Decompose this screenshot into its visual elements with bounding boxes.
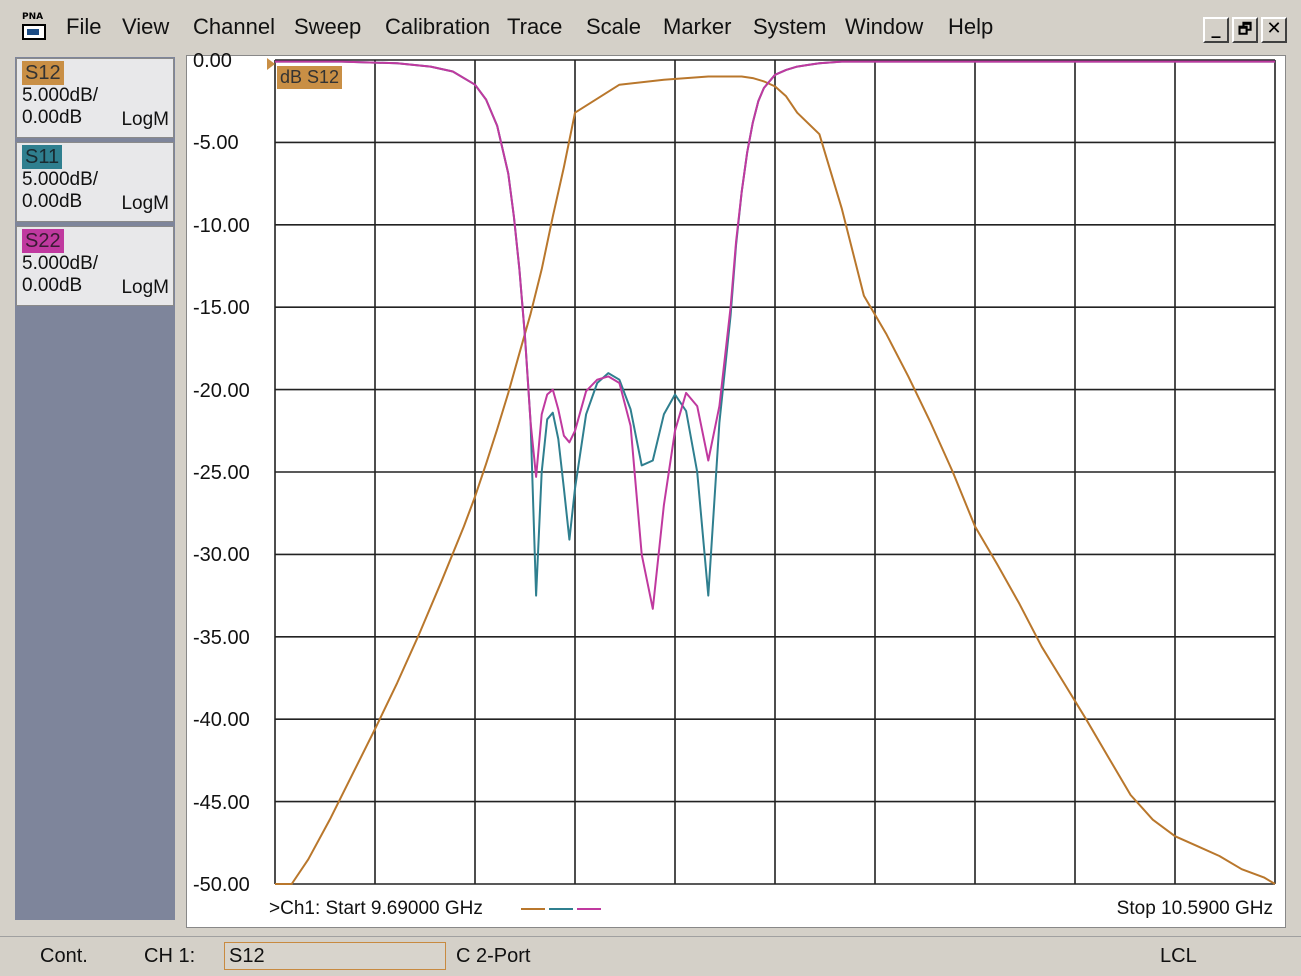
menu-trace[interactable]: Trace	[507, 14, 563, 39]
y-tick-label: -35.00	[193, 626, 250, 649]
y-tick-label: -5.00	[193, 132, 239, 155]
reference-marker	[267, 58, 275, 70]
calibration-status: C 2-Port	[456, 945, 531, 967]
trace-scale-s22: 5.000dB/	[22, 253, 99, 274]
grid	[274, 59, 1276, 885]
pna-icon-box	[22, 24, 46, 40]
trace-format-s12: LogM	[121, 109, 169, 130]
trace-name-s22: S22	[22, 229, 64, 253]
start-frequency-label: >Ch1: Start 9.69000 GHz	[269, 898, 483, 919]
trace-card-s11[interactable]: S11 5.000dB/ 0.00dB LogM	[16, 142, 174, 222]
trace-scale-s11: 5.000dB/	[22, 169, 99, 190]
active-trace-value: S12	[229, 945, 265, 967]
trace-layer	[275, 60, 1276, 885]
stop-frequency-label: Stop 10.5900 GHz	[1116, 898, 1273, 919]
trace-scale-s12: 5.000dB/	[22, 85, 99, 106]
y-tick-label: -40.00	[193, 709, 250, 732]
plot-window[interactable]: 0.00 -5.00 -10.00 -15.00 -20.00 -25.00 -30.00 -…	[186, 50, 1286, 928]
trace-s22	[275, 60, 1275, 610]
remote-status: LCL	[1160, 945, 1197, 967]
active-trace-badge: dB S12	[277, 66, 343, 89]
menu-sweep[interactable]: Sweep	[294, 14, 362, 39]
legend-s22	[577, 908, 601, 910]
trace-ref-s12: 0.00dB	[22, 107, 83, 128]
trace-s12	[275, 75, 1276, 885]
y-tick-label: -10.00	[193, 214, 250, 237]
y-tick-label: -50.00	[193, 874, 250, 896]
legend-s12	[521, 908, 545, 910]
active-trace-field[interactable]: S12	[224, 942, 446, 970]
restore-button[interactable]: 🗗	[1232, 17, 1258, 43]
menu-bar: PNA File View Channel Sweep Calibration Trace…	[0, 0, 1301, 52]
trace-panel: S12 5.000dB/ 0.00dB LogM S11 5.000dB/ 0.…	[15, 57, 175, 920]
sweep-mode[interactable]: Cont.	[40, 945, 88, 967]
menu-help[interactable]: Help	[948, 14, 994, 39]
close-button[interactable]: ✕	[1261, 17, 1287, 43]
menu-channel[interactable]: Channel	[193, 14, 275, 39]
menu-system[interactable]: System	[753, 14, 827, 39]
menu-scale[interactable]: Scale	[586, 14, 642, 39]
minimize-button[interactable]: _	[1203, 17, 1229, 43]
trace-card-s12[interactable]: S12 5.000dB/ 0.00dB LogM	[16, 58, 174, 138]
legend-s11	[549, 908, 573, 910]
trace-ref-s22: 0.00dB	[22, 275, 83, 296]
menu-marker[interactable]: Marker	[663, 14, 732, 39]
pna-icon-label: PNA	[22, 12, 44, 22]
trace-ref-s11: 0.00dB	[22, 191, 83, 212]
menu-view[interactable]: View	[122, 14, 170, 39]
trace-format-s11: LogM	[121, 193, 169, 214]
trace-name-s12: S12	[22, 61, 64, 85]
channel-label: CH 1:	[144, 945, 196, 967]
menu-calibration[interactable]: Calibration	[385, 14, 491, 39]
y-tick-label: -30.00	[193, 544, 250, 567]
trace-chart	[267, 58, 1276, 885]
trace-card-s22[interactable]: S22 5.000dB/ 0.00dB LogM	[16, 226, 174, 306]
y-tick-label: 0.00	[193, 50, 232, 72]
y-tick-label: -15.00	[193, 297, 250, 320]
y-tick-label: -20.00	[193, 379, 250, 402]
status-bar: Cont. CH 1: S12 C 2-Port LCL	[0, 936, 1301, 976]
y-tick-label: -25.00	[193, 462, 250, 484]
y-tick-label: -45.00	[193, 791, 250, 814]
trace-name-s11: S11	[22, 145, 63, 169]
menu-file[interactable]: File	[66, 14, 102, 39]
menu-window[interactable]: Window	[845, 14, 924, 39]
trace-format-s22: LogM	[121, 277, 169, 298]
pna-app-icon[interactable]: PNA	[20, 12, 50, 44]
